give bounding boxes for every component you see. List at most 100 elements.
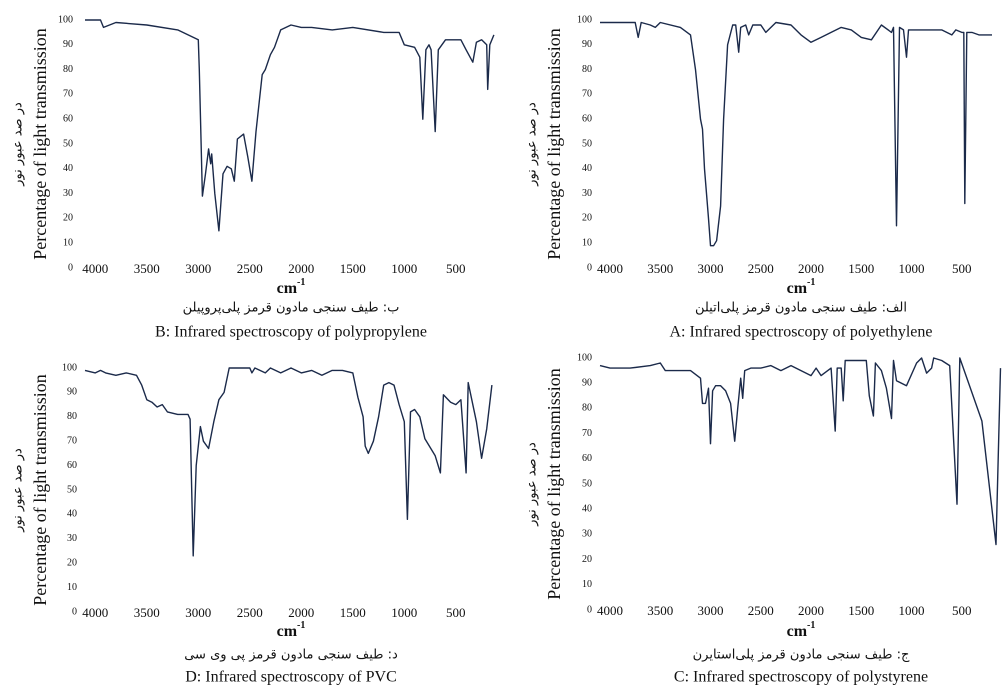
chart-title: B: Infrared spectroscopy of polypropylen… — [155, 324, 427, 341]
x-axis-unit-exponent: -1 — [807, 277, 815, 288]
y-axis-label: Percentage of light transmission — [30, 374, 50, 605]
y-tick-label: 90 — [582, 39, 592, 50]
spectrum-line — [85, 19, 495, 232]
y-tick-label: 70 — [582, 428, 592, 439]
x-tick-label: 1000 — [391, 261, 417, 276]
x-axis-unit-exponent: -1 — [297, 277, 305, 288]
x-tick-label: 1500 — [848, 603, 874, 618]
x-tick-label: 3500 — [647, 603, 673, 618]
x-tick-label: 4000 — [597, 261, 623, 276]
y-axis-label-fa: در صد عبور نور — [525, 442, 540, 527]
x-tick-label: 3000 — [698, 603, 724, 618]
x-tick-label: 3500 — [647, 261, 673, 276]
y-tick-label: 0 — [68, 262, 73, 273]
y-tick-label: 80 — [67, 411, 77, 422]
y-tick-label: 40 — [63, 163, 73, 174]
chart-title: C: Infrared spectroscopy of polystyrene — [674, 669, 928, 686]
y-tick-label: 80 — [582, 64, 592, 75]
y-axis-label-fa: در صد عبور نور — [11, 102, 26, 187]
x-tick-label: 2500 — [237, 261, 263, 276]
x-tick-label: 4000 — [82, 261, 108, 276]
x-axis-unit-exponent: -1 — [297, 620, 305, 631]
x-axis-unit-exponent: -1 — [807, 620, 815, 631]
y-tick-label: 60 — [582, 113, 592, 124]
y-tick-label: 50 — [582, 478, 592, 489]
y-tick-label: 10 — [63, 237, 73, 248]
x-tick-label: 1500 — [340, 261, 366, 276]
caption-fa: ب: طیف سنجی مادون قرمز پلی‌پروپیلن — [183, 301, 400, 316]
spectrum-line — [599, 357, 1002, 546]
y-tick-label: 40 — [67, 509, 77, 520]
y-tick-label: 30 — [582, 529, 592, 540]
caption-fa: الف: طیف سنجی مادون قرمز پلی‌اتیلن — [695, 301, 907, 316]
x-tick-label: 500 — [446, 605, 466, 620]
y-tick-label: 50 — [63, 138, 73, 149]
x-tick-label: 1500 — [340, 605, 366, 620]
y-axis-label: Percentage of light transmission — [544, 368, 564, 599]
x-tick-label: 2500 — [748, 603, 774, 618]
y-tick-label: 60 — [67, 460, 77, 471]
x-tick-label: 1500 — [848, 261, 874, 276]
x-axis-label: cm-1 — [277, 277, 306, 296]
x-tick-label: 3500 — [134, 261, 160, 276]
y-tick-label: 100 — [62, 362, 77, 373]
caption-fa: ج: طیف سنجی مادون قرمز پلی‌استایرن — [693, 648, 910, 663]
y-axis-label: Percentage of light transmission — [30, 28, 50, 259]
y-tick-label: 30 — [63, 188, 73, 199]
x-tick-label: 2500 — [748, 261, 774, 276]
x-axis-unit: cm — [787, 280, 808, 297]
y-tick-label: 100 — [58, 14, 73, 25]
y-tick-label: 30 — [582, 188, 592, 199]
x-tick-label: 2000 — [288, 261, 314, 276]
x-tick-label: 3000 — [185, 261, 211, 276]
y-axis-label-fa: در صد عبور نور — [525, 102, 540, 187]
spectrum-line — [84, 367, 493, 557]
x-tick-label: 3000 — [698, 261, 724, 276]
y-tick-label: 40 — [582, 503, 592, 514]
y-tick-label: 0 — [587, 604, 592, 615]
y-tick-label: 90 — [67, 387, 77, 398]
x-axis-label: cm-1 — [787, 620, 816, 639]
y-tick-label: 100 — [577, 352, 592, 363]
chart-panel: 0 10 20 30 40 50 60 70 80 90 100 4000 3500 3000 2500 20… — [525, 352, 1002, 686]
y-tick-label: 10 — [582, 237, 592, 248]
y-tick-label: 80 — [582, 403, 592, 414]
y-tick-label: 70 — [582, 89, 592, 100]
x-tick-label: 3000 — [185, 605, 211, 620]
chart-title: D: Infrared spectroscopy of PVC — [185, 669, 397, 686]
x-tick-label: 1000 — [391, 605, 417, 620]
x-tick-label: 1000 — [899, 603, 925, 618]
caption-fa: د: طیف سنجی مادون قرمز پی وی سی — [184, 648, 398, 663]
x-tick-label: 3500 — [134, 605, 160, 620]
chart-panel: 0 10 20 30 40 50 60 70 80 90 100 4000 3500 3000 2500 20… — [525, 14, 992, 341]
x-tick-label: 2000 — [798, 603, 824, 618]
y-tick-label: 10 — [582, 579, 592, 590]
chart-panel: 0 10 20 30 40 50 60 70 80 90 100 4000 3500 3000 2500 20… — [11, 362, 493, 686]
x-tick-label: 2000 — [798, 261, 824, 276]
y-tick-label: 70 — [63, 89, 73, 100]
y-tick-label: 20 — [582, 554, 592, 565]
x-axis-unit: cm — [277, 623, 298, 640]
y-tick-label: 50 — [67, 484, 77, 495]
x-tick-label: 500 — [952, 603, 972, 618]
y-tick-label: 90 — [582, 377, 592, 388]
chart-panel: 0 10 20 30 40 50 60 70 80 90 100 4000 3500 3000 2500 20… — [11, 14, 495, 341]
spectrum-line — [600, 21, 992, 247]
y-tick-label: 80 — [63, 64, 73, 75]
y-tick-label: 90 — [63, 39, 73, 50]
y-tick-label: 60 — [582, 453, 592, 464]
y-tick-label: 60 — [63, 113, 73, 124]
y-axis-label-fa: در صد عبور نور — [11, 448, 26, 533]
y-tick-label: 0 — [72, 606, 77, 617]
y-tick-label: 50 — [582, 138, 592, 149]
x-axis-unit: cm — [787, 623, 808, 640]
x-tick-label: 4000 — [597, 603, 623, 618]
y-tick-label: 30 — [67, 533, 77, 544]
y-tick-label: 20 — [63, 213, 73, 224]
chart-title: A: Infrared spectroscopy of polyethylene — [669, 324, 932, 341]
x-axis-label: cm-1 — [277, 620, 306, 639]
y-tick-label: 10 — [67, 582, 77, 593]
y-tick-label: 70 — [67, 435, 77, 446]
x-axis-unit: cm — [277, 280, 298, 297]
